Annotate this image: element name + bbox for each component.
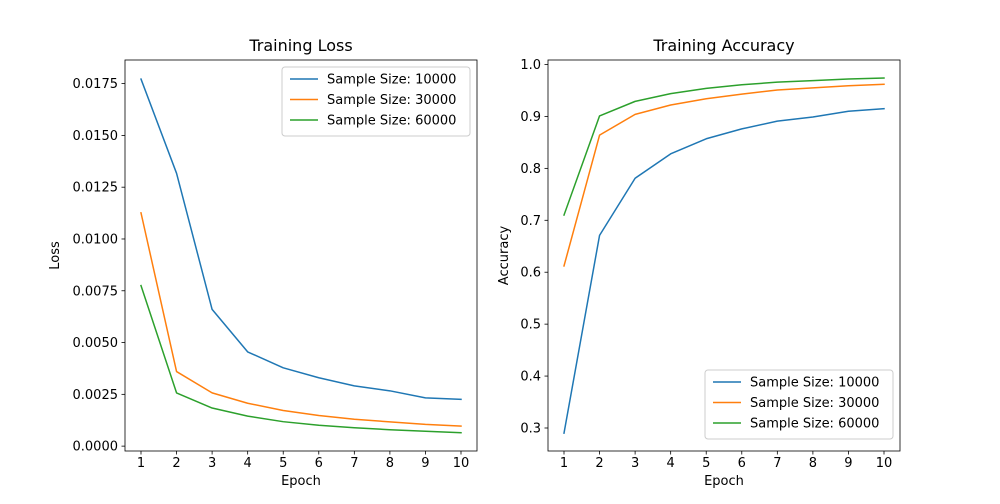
y-tick-label: 0.0125	[73, 181, 119, 196]
x-tick-label: 5	[702, 456, 710, 471]
axes-frame	[124, 59, 478, 452]
series-line-1	[140, 211, 462, 427]
x-axis-label: Epoch	[281, 474, 321, 489]
x-tick-label: 2	[172, 456, 180, 471]
y-tick-label: 0.7	[520, 214, 541, 229]
series-line-0	[140, 78, 462, 401]
legend-box	[281, 66, 471, 137]
y-tick-label: 0.3	[520, 421, 541, 436]
x-tick-label: 9	[844, 456, 852, 471]
x-tick-label: 3	[208, 456, 216, 471]
legend-label-1: Sample Size: 30000	[327, 93, 456, 108]
axes-frame	[547, 59, 901, 452]
y-tick-label: 0.0000	[73, 440, 119, 455]
x-tick-label: 8	[809, 456, 817, 471]
y-tick-label: 0.0175	[73, 77, 119, 92]
x-tick-label: 9	[421, 456, 429, 471]
x-tick-label: 1	[560, 456, 568, 471]
y-tick-label: 0.0075	[73, 284, 119, 299]
y-tick-label: 0.5	[520, 318, 541, 333]
legend-label-0: Sample Size: 10000	[750, 376, 879, 391]
legend-box	[704, 369, 894, 440]
y-tick-label: 0.4	[520, 370, 541, 385]
y-tick-label: 0.9	[520, 110, 541, 125]
x-axis-label: Epoch	[704, 474, 744, 489]
legend-label-2: Sample Size: 60000	[750, 417, 879, 432]
series-line-1	[563, 83, 885, 267]
x-tick-label: 5	[279, 456, 287, 471]
legend: Sample Size: 10000 Sample Size: 30000 Samp…	[281, 66, 471, 137]
legend-label-1: Sample Size: 30000	[750, 396, 879, 411]
y-tick-label: 0.0100	[73, 232, 119, 247]
y-tick-label: 0.0050	[73, 336, 119, 351]
x-tick-label: 1	[137, 456, 145, 471]
x-tick-label: 10	[453, 456, 470, 471]
y-tick-label: 1.0	[520, 58, 541, 73]
x-tick-label: 6	[315, 456, 323, 471]
y-tick-label: 0.8	[520, 162, 541, 177]
series-line-2	[140, 284, 462, 434]
x-tick-label: 3	[631, 456, 639, 471]
x-tick-label: 4	[244, 456, 252, 471]
x-tick-label: 7	[773, 456, 781, 471]
series-line-0	[563, 107, 885, 435]
loss-chart: 1 2 3 4 5 6 7 8 9 10 0.0000 0.0025 0.0050 0.0075 0.010…	[48, 36, 478, 489]
x-tick-label: 6	[738, 456, 746, 471]
legend: Sample Size: 10000 Sample Size: 30000 Samp…	[704, 369, 894, 440]
legend-label-0: Sample Size: 10000	[327, 73, 456, 88]
x-tick-label: 4	[667, 456, 675, 471]
accuracy-chart: 1 2 3 4 5 6 7 8 9 10 0.3 0.4 0.5 0.6 0.7 0.8 0.9 1.0 Train…	[497, 36, 901, 489]
y-axis-label: Accuracy	[497, 226, 512, 286]
legend-label-2: Sample Size: 60000	[327, 114, 456, 129]
x-tick-label: 10	[876, 456, 893, 471]
y-tick-label: 0.0150	[73, 129, 119, 144]
y-tick-label: 0.6	[520, 266, 541, 281]
series-line-2	[563, 77, 885, 217]
y-tick-label: 0.0025	[73, 388, 119, 403]
x-tick-label: 2	[595, 456, 603, 471]
chart-title: Training Accuracy	[652, 36, 794, 55]
chart-title: Training Loss	[248, 36, 352, 55]
x-tick-label: 7	[350, 456, 358, 471]
y-axis-label: Loss	[48, 241, 63, 270]
x-tick-label: 8	[386, 456, 394, 471]
